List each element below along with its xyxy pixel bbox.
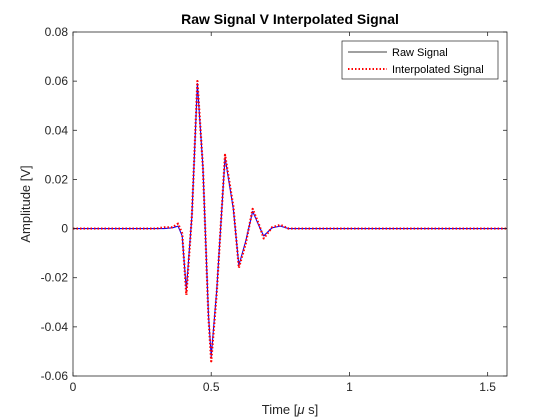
- x-tick-label: 1.5: [479, 380, 496, 394]
- y-tick-label: 0.04: [45, 123, 69, 137]
- y-tick-label: 0.08: [45, 25, 69, 39]
- y-tick-label: 0.06: [45, 74, 69, 88]
- plot-frame: [72, 31, 508, 377]
- x-axis-label-tail: s]: [305, 402, 319, 417]
- legend: Raw Signal Interpolated Signal: [341, 40, 499, 80]
- x-tick-label: 0.5: [203, 380, 220, 394]
- y-tick-label: -0.02: [41, 271, 69, 285]
- y-tick-label: 0: [61, 222, 68, 236]
- legend-box: [341, 40, 499, 80]
- x-axis-label: Time [μ s]: [262, 402, 319, 417]
- legend-label-interpolated: Interpolated Signal: [392, 64, 484, 76]
- tick-layer: 0 0.5 1 1.5 -0.06 -0.04 -0.02 0 0.02 0.04 0.06 0.08: [41, 25, 507, 394]
- plot-area: [73, 32, 507, 376]
- y-tick-label: -0.04: [41, 320, 69, 334]
- chart-title: Raw Signal V Interpolated Signal: [181, 11, 399, 27]
- series-line-interpolated-signal: [73, 80, 507, 363]
- x-tick-label: 0: [70, 380, 77, 394]
- y-tick-label: 0.02: [45, 172, 69, 186]
- y-tick-label: -0.06: [41, 369, 69, 383]
- x-axis-label-main: Time [: [262, 402, 298, 417]
- legend-label-raw: Raw Signal: [392, 47, 448, 59]
- y-axis-label: Amplitude [V]: [18, 165, 33, 242]
- x-tick-label: 1: [346, 380, 353, 394]
- series-layer: [73, 80, 507, 363]
- x-axis-label-mu: μ: [296, 402, 304, 417]
